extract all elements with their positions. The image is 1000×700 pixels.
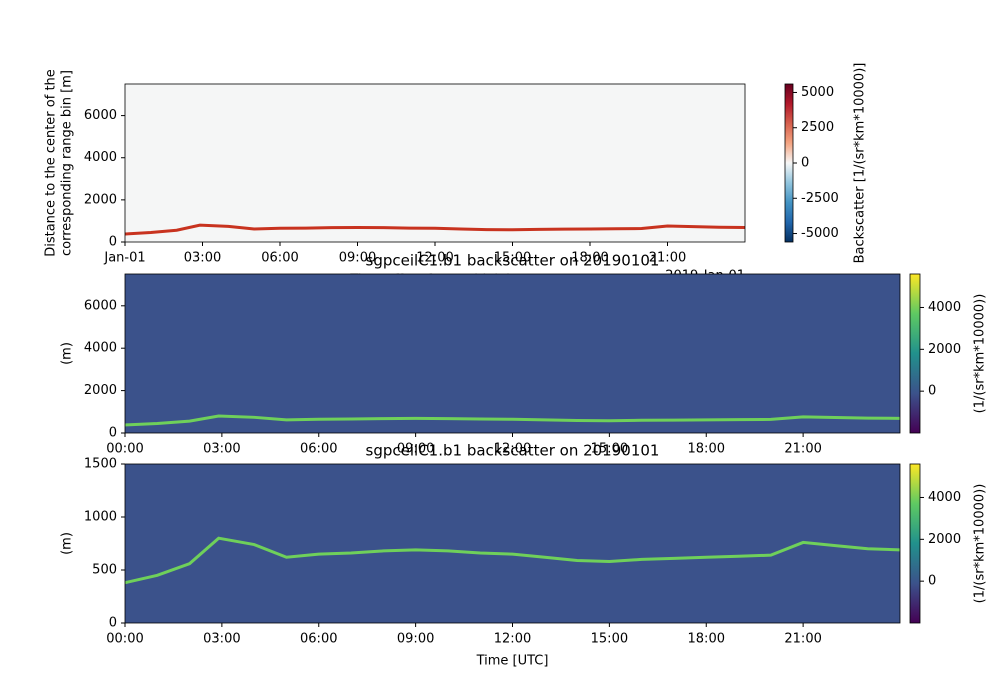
x-tick-label: 09:00	[397, 442, 434, 457]
x-tick-label: 21:00	[784, 632, 821, 647]
y-tick-label: 0	[109, 426, 117, 441]
colorbar-tick-label: 2000	[928, 342, 961, 357]
colorbar-label: (1/(sr*km*10000))	[973, 484, 988, 604]
x-tick-label: 03:00	[184, 251, 221, 266]
y-tick-label: 4000	[84, 150, 117, 165]
backscatter-layer	[124, 536, 901, 585]
x-tick-label: 03:00	[203, 632, 240, 647]
x-tick-label: 12:00	[494, 442, 531, 457]
y-tick-label: 2000	[84, 383, 117, 398]
panel: 00:00 03:00 06:00 09:00 12:00 15:00 18:00 21:00…	[60, 442, 988, 669]
x-tick-label: 12:00	[416, 251, 453, 266]
x-tick-label: 06:00	[300, 632, 337, 647]
colorbar-tick-label: 5000	[801, 85, 834, 100]
colorbar-tick-label: 0	[928, 384, 936, 399]
x-tick-label: 18:00	[688, 442, 725, 457]
colorbar-tick-label: -2500	[801, 191, 839, 206]
x-tick-label: 18:00	[571, 251, 608, 266]
x-tick-label: 06:00	[261, 251, 298, 266]
x-tick-label: Jan-01	[103, 251, 145, 266]
x-tick-label: 18:00	[688, 632, 725, 647]
x-tick-label: 15:00	[494, 251, 531, 266]
colorbar-tick-label: 2500	[801, 120, 834, 135]
colorbar	[909, 463, 921, 624]
x-tick-label: 00:00	[106, 442, 143, 457]
y-axis-label: (m)	[60, 532, 75, 555]
backscatter-layer	[124, 414, 901, 427]
x-tick-label: 03:00	[203, 442, 240, 457]
plot-background	[125, 84, 745, 242]
y-tick-label: 0	[109, 616, 117, 631]
x-tick-label: 21:00	[649, 251, 686, 266]
y-tick-label: 0	[109, 235, 117, 250]
colorbar	[909, 273, 921, 434]
y-tick-label: 2000	[84, 192, 117, 207]
colorbar-tick-label: -5000	[801, 226, 839, 241]
panel: Jan-01 03:00 06:00 09:00 12:00 15:00 18:00 21:0…	[44, 63, 868, 288]
colorbar-tick-label: 4000	[928, 300, 961, 315]
x-tick-label: 21:00	[784, 442, 821, 457]
colorbar-tick-label: 4000	[928, 490, 961, 505]
x-axis-label: Time [UTC]	[476, 654, 549, 669]
x-tick-label: 09:00	[397, 632, 434, 647]
x-tick-label: 09:00	[339, 251, 376, 266]
y-tick-label: 500	[92, 563, 117, 578]
x-tick-label: 00:00	[106, 632, 143, 647]
y-tick-label: 6000	[84, 108, 117, 123]
y-tick-label: 1500	[84, 457, 117, 472]
y-tick-label: 4000	[84, 341, 117, 356]
x-tick-label: 12:00	[494, 632, 531, 647]
y-axis-label: (m)	[60, 342, 75, 365]
y-axis-label: Distance to the center of the	[44, 69, 59, 257]
backscatter-layer	[124, 223, 746, 236]
chart-title: sgpceilC1.b1 backscatter on 20190101	[366, 252, 660, 270]
x-tick-label: 15:00	[591, 442, 628, 457]
colorbar-tick-label: 0	[928, 574, 936, 589]
chart-title: sgpceilC1.b1 backscatter on 20190101	[366, 442, 660, 460]
y-axis-label: corresponding range bin [m]	[60, 70, 75, 256]
y-tick-label: 6000	[84, 298, 117, 313]
panel: 00:00 03:00 06:00 09:00 12:00 15:00 18:00 21:00…	[60, 252, 988, 479]
colorbar-tick-label: 2000	[928, 532, 961, 547]
colorbar-label: (1/(sr*km*10000))	[973, 294, 988, 414]
x-tick-label: 15:00	[591, 632, 628, 647]
colorbar-tick-label: 0	[801, 156, 809, 171]
plot-background	[125, 274, 900, 433]
y-tick-label: 1000	[84, 510, 117, 525]
colorbar	[784, 83, 794, 243]
x-tick-label: 06:00	[300, 442, 337, 457]
colorbar-label: Backscatter [1/(sr*km*10000)]	[853, 63, 868, 264]
